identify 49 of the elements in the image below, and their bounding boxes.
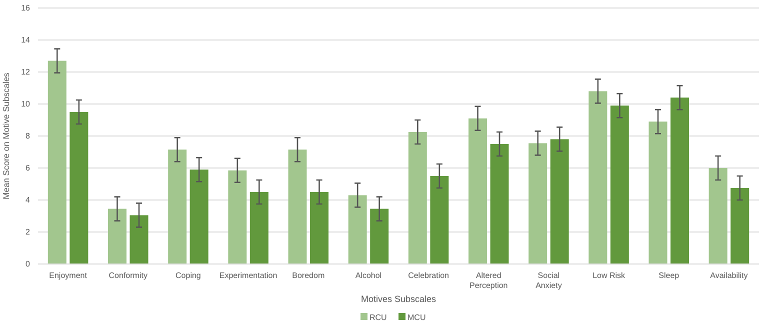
bar <box>430 176 449 264</box>
y-axis-title: Mean Score on Motive Subscales <box>1 72 11 200</box>
bar <box>708 168 728 264</box>
bar <box>490 144 509 264</box>
bar <box>610 106 629 264</box>
bar <box>190 170 208 264</box>
legend-label: RCU <box>370 313 388 322</box>
legend-label: MCU <box>408 313 426 322</box>
x-tick-label: Enjoyment <box>49 271 88 280</box>
bar <box>130 215 148 264</box>
bar <box>288 150 307 264</box>
bar <box>348 195 367 264</box>
x-tick-label: Low Risk <box>592 271 626 280</box>
x-tick-label: Boredom <box>292 271 325 280</box>
x-tick-label: Conformity <box>108 271 148 280</box>
bar <box>468 118 487 264</box>
bar <box>408 132 427 264</box>
y-tick-label: 10 <box>21 100 31 109</box>
x-tick-label: Altered Perception <box>470 271 508 290</box>
bar <box>550 139 569 264</box>
bar <box>528 143 548 264</box>
y-tick-label: 6 <box>26 164 31 173</box>
bar <box>48 60 66 264</box>
bar <box>108 208 126 264</box>
y-tick-label: 14 <box>21 36 31 45</box>
y-tick-label: 8 <box>26 132 31 141</box>
x-axis-title: Motives Subscales <box>360 294 437 304</box>
bar <box>588 91 608 264</box>
bar <box>250 192 268 264</box>
bar <box>730 188 750 264</box>
x-tick-label: Coping <box>176 271 201 280</box>
y-tick-label: 2 <box>26 228 31 237</box>
x-tick-label: Social Anxiety <box>536 271 562 290</box>
bar <box>228 170 247 264</box>
y-tick-label: 16 <box>21 4 31 13</box>
bar <box>670 98 690 264</box>
y-tick-label: 12 <box>21 68 31 77</box>
bar <box>70 112 88 264</box>
y-tick-label: 0 <box>26 260 31 269</box>
x-tick-label: Alcohol <box>355 271 382 280</box>
bar <box>310 192 329 264</box>
x-tick-label: Experimentation <box>219 271 278 280</box>
bar <box>168 150 187 264</box>
x-tick-label: Sleep <box>658 271 680 280</box>
x-tick-label: Availability <box>710 271 748 280</box>
bar <box>370 208 389 264</box>
x-tick-label: Celebration <box>408 271 450 280</box>
bar <box>648 122 668 264</box>
y-tick-label: 4 <box>26 196 31 205</box>
